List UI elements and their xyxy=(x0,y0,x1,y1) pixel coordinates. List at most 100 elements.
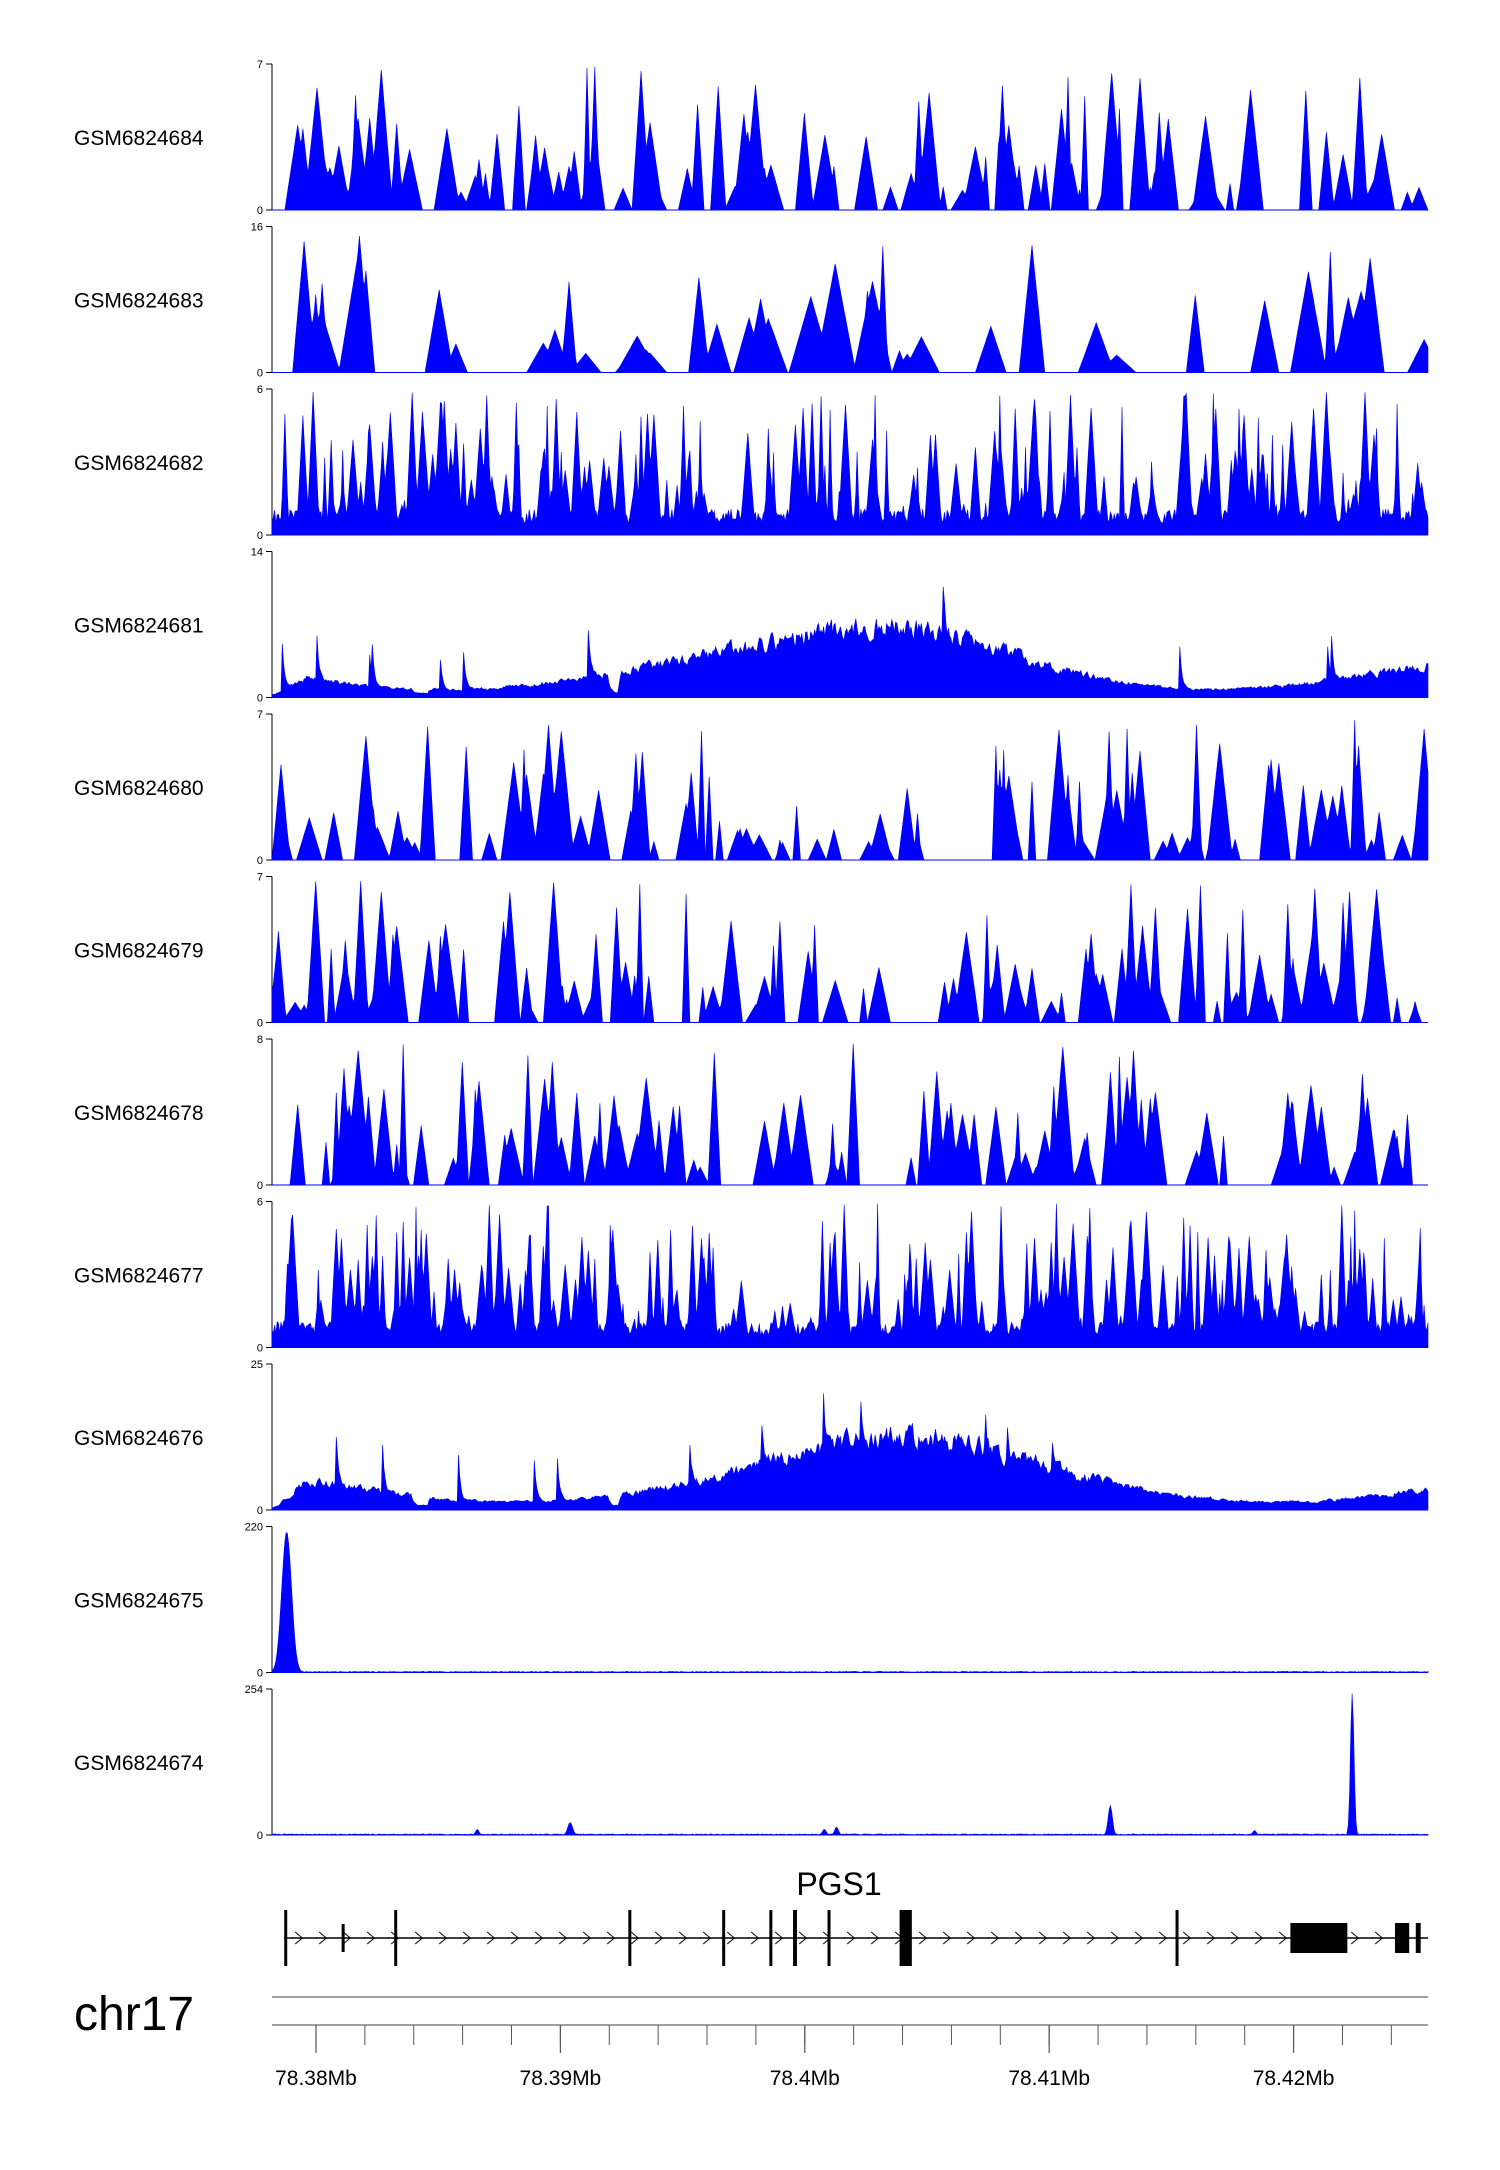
track-label: GSM6824682 xyxy=(74,452,204,475)
strand-arrow xyxy=(1278,1931,1287,1945)
track-GSM6824682: GSM6824682 6 0 xyxy=(74,384,1429,542)
y-max-label: 25 xyxy=(251,1359,263,1371)
y-min-label: 0 xyxy=(257,1668,263,1680)
signal-area xyxy=(271,586,1429,698)
track-GSM6824684: GSM6824684 7 0 xyxy=(74,59,1429,217)
strand-arrow xyxy=(366,1931,375,1945)
signal-area xyxy=(271,720,1429,861)
strand-arrow xyxy=(918,1931,927,1945)
strand-arrow xyxy=(582,1931,591,1945)
track-label: GSM6824676 xyxy=(74,1427,204,1450)
strand-arrow xyxy=(414,1931,423,1945)
y-min-label: 0 xyxy=(257,368,263,380)
signal-area xyxy=(271,881,1428,1023)
y-min-label: 0 xyxy=(257,1505,263,1517)
strand-arrow xyxy=(534,1931,543,1945)
y-min-label: 0 xyxy=(257,1830,263,1842)
track-GSM6824677: GSM6824677 6 0 xyxy=(74,1197,1429,1355)
strand-arrow xyxy=(1134,1931,1143,1945)
track-label: GSM6824680 xyxy=(74,777,204,800)
strand-arrow xyxy=(1350,1931,1359,1945)
strand-arrow xyxy=(1158,1931,1167,1945)
track-label: GSM6824679 xyxy=(74,940,204,963)
exon xyxy=(899,1910,912,1966)
signal-area xyxy=(272,235,1429,374)
signal-area xyxy=(271,392,1429,536)
gene-model: PGS1 xyxy=(284,1866,1428,1966)
y-min-label: 0 xyxy=(257,855,263,867)
chromosome-label: chr17 xyxy=(74,1988,194,2041)
exon xyxy=(1290,1923,1348,1953)
strand-arrow xyxy=(798,1931,807,1945)
y-min-label: 0 xyxy=(257,1180,263,1192)
y-min-label: 0 xyxy=(257,530,263,542)
strand-arrow xyxy=(1110,1931,1119,1945)
track-label: GSM6824674 xyxy=(74,1752,204,1775)
signal-area xyxy=(271,1693,1429,1836)
axis-tick-label: 78.41Mb xyxy=(1008,2067,1090,2090)
axis-tick-label: 78.4Mb xyxy=(770,2067,840,2090)
genomic-axis: chr17 78.38Mb 78.39Mb 78.4Mb 78.41Mb 78.42Mb xyxy=(74,1988,1428,2090)
track-label: GSM6824684 xyxy=(74,127,204,150)
strand-arrow xyxy=(558,1931,567,1945)
strand-arrow xyxy=(1086,1931,1095,1945)
strand-arrow xyxy=(606,1931,615,1945)
y-max-label: 7 xyxy=(257,59,263,71)
strand-arrow xyxy=(1206,1931,1215,1945)
track-GSM6824683: GSM6824683 16 0 xyxy=(74,222,1429,380)
track-GSM6824680: GSM6824680 7 0 xyxy=(74,709,1429,867)
strand-arrow xyxy=(654,1931,663,1945)
axis-tick-label: 78.39Mb xyxy=(520,2067,602,2090)
y-min-label: 0 xyxy=(257,205,263,217)
track-GSM6824676: GSM6824676 25 0 xyxy=(74,1359,1429,1517)
gene-name-label: PGS1 xyxy=(796,1866,881,1902)
y-max-label: 7 xyxy=(257,709,263,721)
strand-arrow xyxy=(1254,1931,1263,1945)
strand-arrow xyxy=(294,1931,303,1945)
track-GSM6824675: GSM6824675 220 0 xyxy=(74,1522,1429,1680)
strand-arrow xyxy=(1182,1931,1191,1945)
track-GSM6824678: GSM6824678 8 0 xyxy=(74,1034,1428,1192)
y-max-label: 16 xyxy=(251,222,263,234)
strand-arrow xyxy=(990,1931,999,1945)
exon xyxy=(769,1910,773,1966)
track-label: GSM6824681 xyxy=(74,615,204,638)
y-max-label: 14 xyxy=(251,547,263,559)
exon xyxy=(793,1910,797,1966)
strand-arrow xyxy=(966,1931,975,1945)
strand-arrow xyxy=(942,1931,951,1945)
strand-arrow xyxy=(870,1931,879,1945)
strand-arrow xyxy=(438,1931,447,1945)
exon xyxy=(341,1924,345,1952)
exon xyxy=(722,1910,726,1966)
exon xyxy=(1395,1923,1410,1953)
y-min-label: 0 xyxy=(257,693,263,705)
axis-tick-label: 78.42Mb xyxy=(1253,2067,1335,2090)
strand-arrow xyxy=(1230,1931,1239,1945)
strand-arrow xyxy=(342,1931,351,1945)
signal-area xyxy=(271,1393,1429,1511)
strand-arrow xyxy=(390,1931,399,1945)
y-min-label: 0 xyxy=(257,1343,263,1355)
track-label: GSM6824675 xyxy=(74,1590,204,1613)
exon xyxy=(628,1910,632,1966)
exon xyxy=(284,1910,288,1966)
track-label: GSM6824677 xyxy=(74,1265,204,1288)
signal-area xyxy=(272,1043,1428,1187)
track-GSM6824681: GSM6824681 14 0 xyxy=(74,547,1429,705)
axis-tick-label: 78.38Mb xyxy=(275,2067,357,2090)
strand-arrow xyxy=(750,1931,759,1945)
y-max-label: 7 xyxy=(257,872,263,884)
signal-area xyxy=(272,66,1429,211)
y-max-label: 6 xyxy=(257,1197,263,1209)
exon xyxy=(1175,1910,1179,1966)
signal-area xyxy=(271,1203,1429,1348)
exon xyxy=(394,1910,398,1966)
strand-arrow xyxy=(1014,1931,1023,1945)
strand-arrow xyxy=(774,1931,783,1945)
track-label: GSM6824678 xyxy=(74,1102,204,1125)
strand-arrow xyxy=(630,1931,639,1945)
track-label: GSM6824683 xyxy=(74,290,204,313)
track-GSM6824674: GSM6824674 254 0 xyxy=(74,1684,1429,1842)
